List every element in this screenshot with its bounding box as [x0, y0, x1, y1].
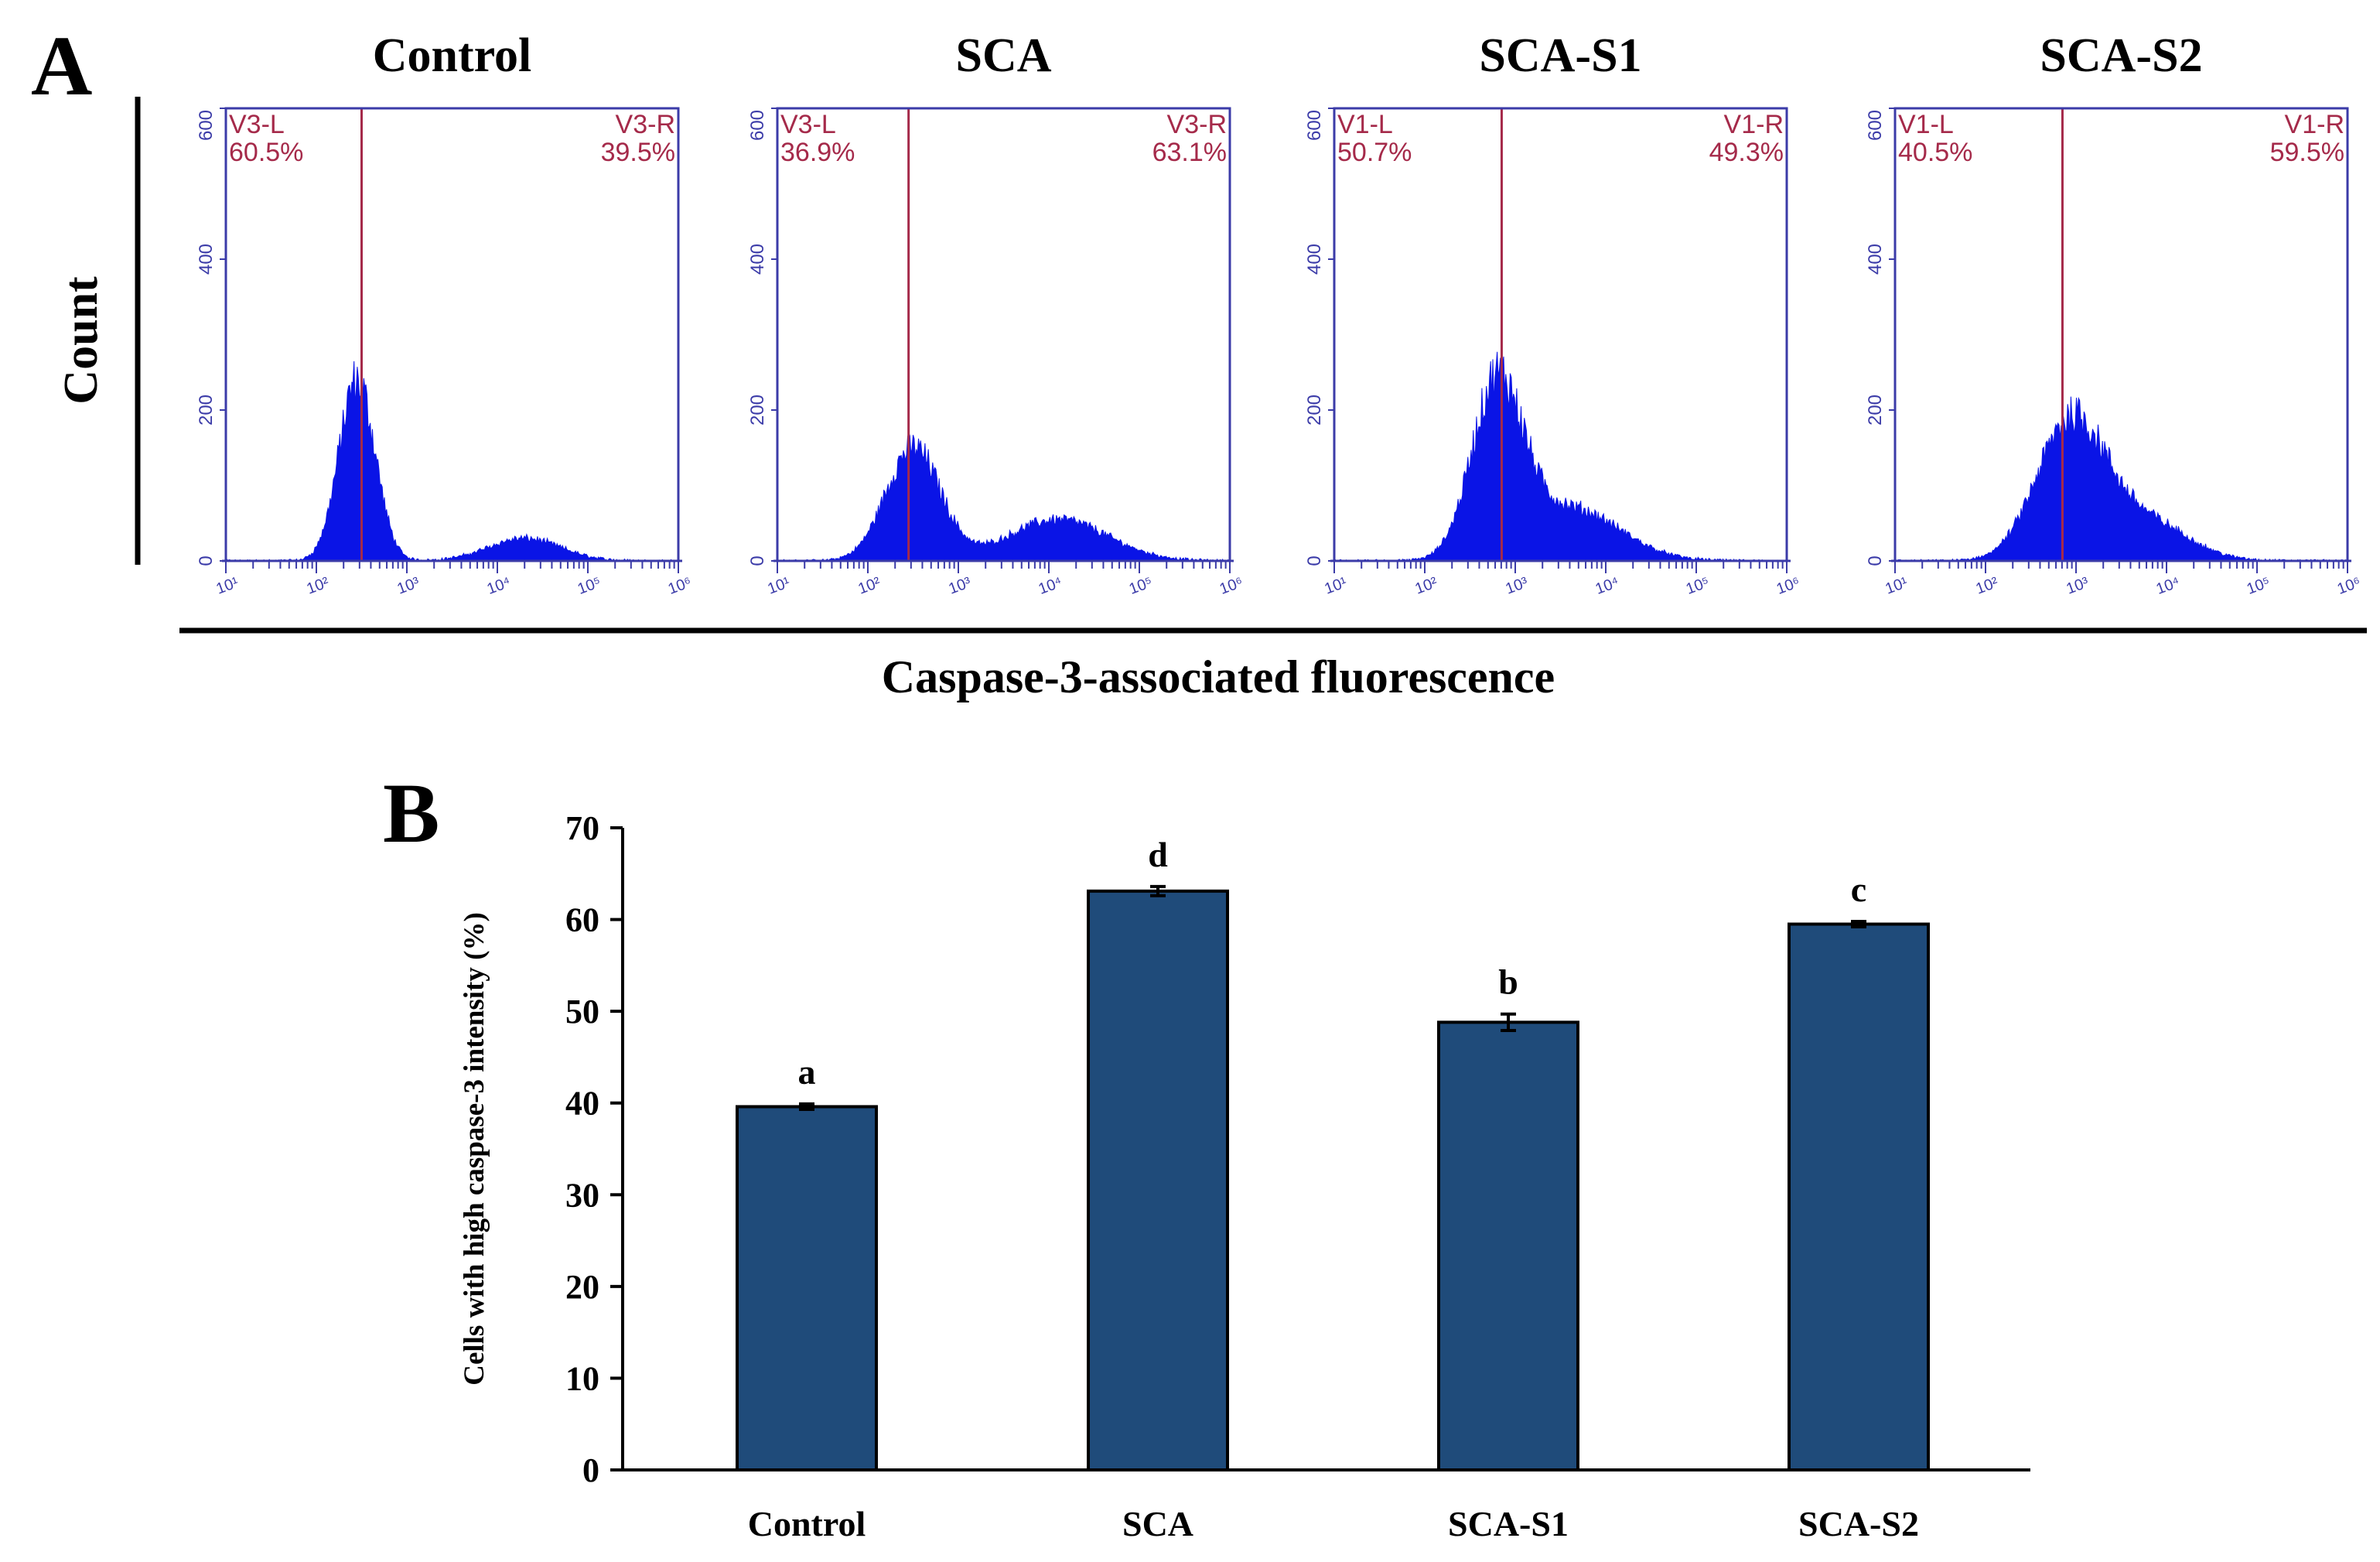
x-tick-label: 10³ [947, 574, 974, 598]
x-tick-label: 10² [1974, 574, 2001, 598]
x-tick-label: 10³ [395, 574, 422, 598]
y-tick-label: 400 [747, 244, 768, 275]
y-tick-label: 0 [582, 1451, 599, 1489]
histogram-title: SCA-S1 [1479, 29, 1641, 82]
left-gate-label: V3-L [229, 110, 285, 139]
left-gate-label: V1-L [1337, 110, 1393, 139]
x-tick-label: 10⁴ [1036, 574, 1065, 598]
right-gate-percent: 49.3% [1709, 138, 1784, 167]
x-tick-label: 10³ [1504, 574, 1531, 598]
x-tick-label: 10⁴ [1593, 574, 1622, 598]
y-tick-label: 600 [196, 110, 217, 141]
category-label: SCA-S1 [1448, 1504, 1569, 1543]
y-tick-label: 30 [565, 1176, 599, 1214]
right-gate-label: V1-R [1724, 110, 1784, 139]
y-tick-label: 40 [565, 1085, 599, 1123]
histogram-panel: SCA 10¹ 10² 10³ 10⁴ 10⁵ 10⁶ 0 200 400 600 V3-L36.9%… [747, 29, 1245, 598]
right-gate-percent: 63.1% [1152, 138, 1227, 167]
x-tick-label: 10³ [2064, 574, 2091, 598]
right-gate-percent: 39.5% [601, 138, 675, 167]
y-tick-label: 400 [1304, 244, 1325, 275]
x-tick-label: 10⁶ [666, 574, 694, 598]
x-tick-label: 10⁶ [1217, 574, 1245, 598]
category-label: Control [748, 1504, 866, 1543]
y-tick-label: 200 [747, 395, 768, 426]
x-tick-label: 10⁵ [575, 574, 603, 598]
bar-SCA-S1 [1437, 1020, 1579, 1472]
bar-SCA [1087, 889, 1229, 1472]
significance-label: c [1851, 870, 1866, 909]
y-tick-label: 70 [565, 809, 599, 847]
right-gate-percent: 59.5% [2270, 138, 2344, 167]
y-tick-label: 10 [565, 1359, 599, 1397]
histogram-area-SCA-S1 [1333, 351, 1788, 562]
y-tick-label: 600 [747, 110, 768, 141]
left-gate-percent: 50.7% [1337, 138, 1412, 167]
right-gate-label: V3-R [1167, 110, 1227, 139]
y-tick-label: 200 [196, 395, 217, 426]
bar-SCA-S2 [1788, 922, 1930, 1471]
y-tick-label: 200 [1865, 395, 1886, 426]
y-tick-label: 0 [196, 555, 217, 566]
right-gate-label: V3-R [616, 110, 675, 139]
plot-frame [1333, 107, 1788, 562]
x-tick-label: 10¹ [766, 574, 793, 598]
x-tick-label: 10¹ [1323, 574, 1350, 598]
x-tick-label: 10⁵ [2245, 574, 2272, 598]
bar-Control [736, 1105, 878, 1471]
histogram-area-SCA-S2 [1895, 396, 2348, 562]
y-tick-label: 50 [565, 993, 599, 1031]
plot-frame [224, 107, 680, 562]
panel-a-letter: A [31, 19, 92, 113]
histogram-area-SCA [777, 431, 1230, 562]
left-gate-percent: 40.5% [1898, 138, 1972, 167]
count-axis-title: Count [55, 276, 108, 405]
histogram-panel: Control 10¹ 10² 10³ 10⁴ 10⁵ 10⁶ 0 200 400 600 V3-L6… [196, 29, 694, 598]
significance-label: b [1498, 962, 1518, 1002]
x-tick-label: 10⁵ [1127, 574, 1155, 598]
y-tick-label: 20 [565, 1268, 599, 1306]
y-tick-label: 0 [1865, 555, 1886, 566]
histogram-title: SCA [955, 29, 1051, 82]
x-tick-label: 10² [856, 574, 883, 598]
y-tick-label: 200 [1304, 395, 1325, 426]
y-axis-title: Cells with high caspase-3 intensity (%) [459, 912, 490, 1386]
x-tick-label: 10⁶ [2335, 574, 2363, 598]
plot-frame [776, 107, 1231, 562]
left-gate-percent: 36.9% [780, 138, 855, 167]
histogram-panel: SCA-S2 10¹ 10² 10³ 10⁴ 10⁵ 10⁶ 0 200 400 600 V1-L40… [1865, 29, 2363, 598]
panel-b-letter: B [383, 766, 439, 860]
y-tick-label: 0 [747, 555, 768, 566]
x-tick-label: 10⁴ [2154, 574, 2183, 598]
y-tick-label: 400 [1865, 244, 1886, 275]
y-tick-label: 400 [196, 244, 217, 275]
x-tick-label: 10¹ [214, 574, 241, 598]
y-tick-label: 60 [565, 901, 599, 939]
significance-label: d [1148, 835, 1168, 874]
histogram-title: Control [373, 29, 532, 82]
histogram-title: SCA-S2 [2040, 29, 2202, 82]
y-tick-label: 0 [1304, 555, 1325, 566]
y-tick-label: 600 [1865, 110, 1886, 141]
significance-label: a [798, 1052, 816, 1092]
right-gate-label: V1-R [2285, 110, 2344, 139]
category-label: SCA [1122, 1504, 1193, 1543]
bar-chart: 0 10 20 30 40 50 60 70 Cells with high caspase-3… [459, 809, 2030, 1543]
x-tick-label: 10² [305, 574, 332, 598]
histogram-panel: SCA-S1 10¹ 10² 10³ 10⁴ 10⁵ 10⁶ 0 200 400 600 V1-L50… [1304, 29, 1802, 598]
fluorescence-axis-title: Caspase-3-associated fluorescence [882, 651, 1555, 702]
left-gate-label: V3-L [780, 110, 836, 139]
y-tick-label: 600 [1304, 110, 1325, 141]
x-tick-label: 10⁵ [1684, 574, 1712, 598]
left-gate-label: V1-L [1898, 110, 1954, 139]
x-tick-label: 10⁶ [1774, 574, 1802, 598]
x-tick-label: 10¹ [1883, 574, 1910, 598]
x-tick-label: 10⁴ [485, 574, 514, 598]
category-label: SCA-S2 [1798, 1504, 1919, 1543]
histogram-area-Control [225, 361, 680, 562]
x-tick-label: 10² [1413, 574, 1440, 598]
left-gate-percent: 60.5% [229, 138, 303, 167]
